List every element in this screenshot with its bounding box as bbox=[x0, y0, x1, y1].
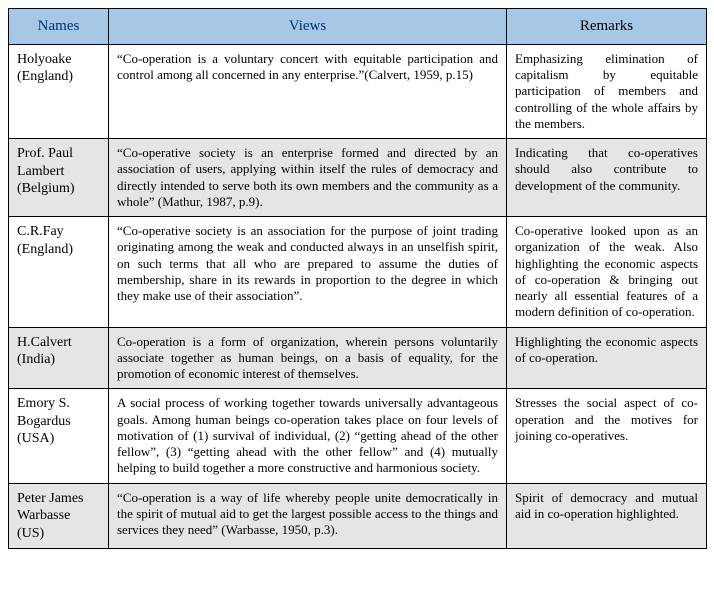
header-views: Views bbox=[109, 9, 507, 45]
cell-name: Prof. Paul Lambert (Belgium) bbox=[9, 139, 109, 217]
cell-view: A social process of working together tow… bbox=[109, 389, 507, 483]
cell-name: C.R.Fay (England) bbox=[9, 217, 109, 328]
cell-remark: Highlighting the economic aspects of co-… bbox=[507, 327, 707, 389]
table-row: H.Calvert (India) Co-operation is a form… bbox=[9, 327, 707, 389]
table-row: Prof. Paul Lambert (Belgium) “Co-operati… bbox=[9, 139, 707, 217]
table-row: Peter James Warbasse (US) “Co-operation … bbox=[9, 483, 707, 549]
cell-view: “Co-operation is a voluntary concert wit… bbox=[109, 44, 507, 138]
cell-name: H.Calvert (India) bbox=[9, 327, 109, 389]
header-remarks: Remarks bbox=[507, 9, 707, 45]
definitions-table: Names Views Remarks Holyoake (England) “… bbox=[8, 8, 707, 549]
cell-view: Co-operation is a form of organization, … bbox=[109, 327, 507, 389]
cell-remark: Co-operative looked upon as an organizat… bbox=[507, 217, 707, 328]
cell-view: “Co-operative society is an association … bbox=[109, 217, 507, 328]
table-row: C.R.Fay (England) “Co-operative society … bbox=[9, 217, 707, 328]
table-row: Emory S. Bogardus (USA) A social process… bbox=[9, 389, 707, 483]
cell-remark: Emphasizing elimination of capitalism by… bbox=[507, 44, 707, 138]
header-names: Names bbox=[9, 9, 109, 45]
table-row: Holyoake (England) “Co-operation is a vo… bbox=[9, 44, 707, 138]
cell-view: “Co-operative society is an enterprise f… bbox=[109, 139, 507, 217]
cell-remark: Indicating that co-operatives should als… bbox=[507, 139, 707, 217]
cell-view: “Co-operation is a way of life whereby p… bbox=[109, 483, 507, 549]
header-row: Names Views Remarks bbox=[9, 9, 707, 45]
cell-name: Emory S. Bogardus (USA) bbox=[9, 389, 109, 483]
cell-name: Holyoake (England) bbox=[9, 44, 109, 138]
cell-name: Peter James Warbasse (US) bbox=[9, 483, 109, 549]
cell-remark: Spirit of democracy and mutual aid in co… bbox=[507, 483, 707, 549]
cell-remark: Stresses the social aspect of co-operati… bbox=[507, 389, 707, 483]
